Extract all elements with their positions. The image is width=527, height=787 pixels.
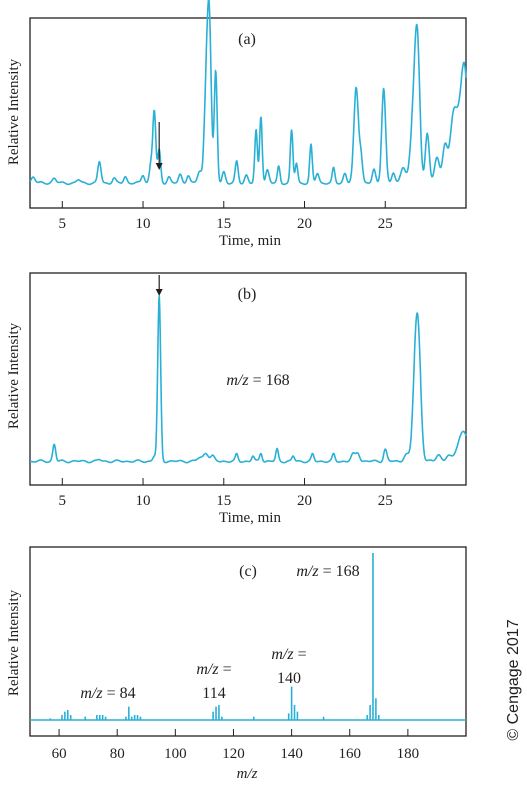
panel-a-peak-36 <box>414 104 415 105</box>
panel-a-peak-21 <box>260 115 261 116</box>
arrow-head-a <box>155 163 163 170</box>
panel-a-peak-42 <box>457 145 458 146</box>
panel-b-peak-19 <box>419 393 420 394</box>
panel-c-xtick-label-100: 100 <box>164 746 187 762</box>
panel-a-xtick-label-20: 20 <box>297 216 312 232</box>
panel-c-xtick-label-60: 60 <box>52 746 67 762</box>
panel-a-peak-41 <box>452 125 453 126</box>
panel-b-mz-annotation: m/z = 168 <box>226 372 289 389</box>
panel-a-trace <box>29 0 467 186</box>
panel-c-xlabel: m/z <box>237 766 258 782</box>
mz-140-annotation-line2: 140 <box>277 670 301 687</box>
chromatogram-panel-b: Relative Intensity (b) m/z = 168 Time, m… <box>6 272 467 526</box>
panel-b-frame <box>29 272 467 486</box>
panel-b-xtick-label-15: 15 <box>216 493 231 509</box>
panel-c-xtick-label-80: 80 <box>110 746 125 762</box>
panel-c-xtick-label-180: 180 <box>397 746 420 762</box>
panel-c-xtick-label-160: 160 <box>338 746 361 762</box>
panel-a-xtick-label-5: 5 <box>59 216 67 232</box>
mz-84-annotation: m/z = 84 <box>80 685 135 702</box>
panel-a-ylabel: Relative Intensity <box>6 58 22 165</box>
mass-spectrum-panel-c: Relative Intensity (c) m/z = 84 m/z = 11… <box>6 546 467 782</box>
arrow-head-b <box>155 289 163 296</box>
panel-b-xtick-label-10: 10 <box>136 493 151 509</box>
panel-a-xtick-label-15: 15 <box>216 216 231 232</box>
chromatogram-panel-a: Relative Intensity (a) Time, min 5 10 15 20… <box>6 0 467 249</box>
panel-c-frame <box>29 546 467 737</box>
panel-c-xtick-label-120: 120 <box>222 746 245 762</box>
panel-b-trace <box>29 295 467 464</box>
copyright-notice: © Cengage 2017 <box>496 575 527 785</box>
panel-b-peak-18 <box>415 350 416 351</box>
panel-b-xtick-label-25: 25 <box>378 493 393 509</box>
panel-a-label: (a) <box>238 31 256 48</box>
panel-c-ylabel: Relative Intensity <box>6 589 22 696</box>
panel-a-frame <box>29 17 467 209</box>
mz-114-annotation-line1: m/z = <box>196 661 231 678</box>
panel-c-xtick-label-140: 140 <box>280 746 303 762</box>
panel-a-peak-37 <box>417 78 418 79</box>
mz-168-annotation: m/z = 168 <box>296 563 359 580</box>
copyright-text: © Cengage 2017 <box>505 619 522 741</box>
panel-b-xtick-label-5: 5 <box>59 493 67 509</box>
panel-b-label: (b) <box>238 286 257 303</box>
mz-140-annotation-line1: m/z = <box>271 646 306 663</box>
panel-a-xtick-label-25: 25 <box>378 216 393 232</box>
panel-a-xtick-label-10: 10 <box>136 216 151 232</box>
mz-114-annotation-line2: 114 <box>202 685 225 702</box>
panel-b-xtick-label-20: 20 <box>297 493 312 509</box>
panel-b-peak-22 <box>459 445 460 446</box>
panel-b-ylabel: Relative Intensity <box>6 322 22 429</box>
panel-a-xlabel: Time, min <box>219 233 281 249</box>
panel-c-label: (c) <box>239 563 257 580</box>
panel-b-xlabel: Time, min <box>219 510 281 526</box>
